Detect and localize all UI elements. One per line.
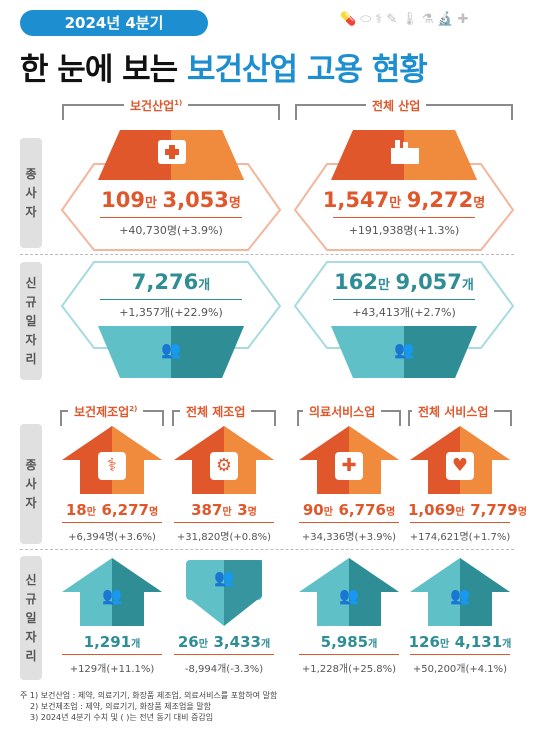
new-jobs-value: 126만 4,131개 xyxy=(408,633,512,651)
employees-change: +6,394명(+3.6%) xyxy=(68,532,156,543)
all-employees-change: +191,938명(+1.3%) xyxy=(348,224,460,237)
underline xyxy=(299,654,399,655)
employees-change: +34,336명(+3.9%) xyxy=(301,532,397,543)
up-arrow-shape xyxy=(62,558,162,626)
factory-icon xyxy=(391,138,419,166)
divider xyxy=(20,549,514,550)
all-new-jobs-change: +43,413개(+2.7%) xyxy=(352,306,456,319)
label-all-services: 전체 서비스업 xyxy=(412,403,495,420)
underline xyxy=(100,217,242,218)
people-network-icon: 👥 xyxy=(214,568,234,587)
hex-frame xyxy=(60,261,282,378)
people-network-icon: 👥 xyxy=(161,340,181,359)
people-network-icon: 👥 xyxy=(102,586,122,605)
medical-tools-icon: ⚕ xyxy=(98,452,126,480)
footnote-2: 2) 보건제조업 : 제약, 의료기기, 화장품 제조업을 말함 xyxy=(30,702,211,711)
new-jobs-value: 5,985개 xyxy=(320,633,378,651)
mortar-icon: ⚗ xyxy=(421,12,434,27)
health-new-jobs-value: 7,276개 xyxy=(131,270,211,294)
caregiver-icon: ♥ xyxy=(446,452,474,480)
new-jobs-value: 1,291개 xyxy=(83,633,141,651)
new-jobs-change: +129개(+11.1%) xyxy=(69,664,155,675)
health-employees-value: 109만 3,053명 xyxy=(101,188,241,212)
doctor-icon: ✚ xyxy=(335,452,363,480)
new-jobs-change: +1,228개(+25.8%) xyxy=(301,664,397,675)
label-all-industry: 전체 산업 xyxy=(366,97,427,114)
card-new-jobs-3: 👥 126만 4,131개 +50,200개(+4.1%) xyxy=(408,556,512,680)
up-arrow-shape xyxy=(299,558,399,626)
label-medical-services: 의료서비스업 xyxy=(303,403,382,420)
new-jobs-change: +50,200개(+4.1%) xyxy=(412,664,508,675)
new-jobs-value: 26만 3,433개 xyxy=(177,633,271,651)
card-employees-1: ⚙ 387만 3명 +31,820명(+0.8%) xyxy=(172,424,276,546)
underline xyxy=(410,654,510,655)
people-network-icon: 👥 xyxy=(394,340,414,359)
first-aid-kit-icon xyxy=(158,140,186,164)
label-health-industry: 보건산업1) xyxy=(124,97,189,114)
employees-value: 90만 6,776명 xyxy=(302,501,396,519)
hex-frame xyxy=(293,130,515,251)
underline xyxy=(174,654,274,655)
all-employees-value: 1,547만 9,272명 xyxy=(322,188,486,212)
people-network-icon: 👥 xyxy=(450,586,470,605)
page-title: 한 눈에 보는 보건산업 고용 현황 xyxy=(20,44,520,89)
underline xyxy=(410,522,510,523)
hex-frame xyxy=(293,261,515,378)
stethoscope-icon: ⚕ xyxy=(375,12,383,27)
card-new-jobs-2: 👥 5,985개 +1,228개(+25.8%) xyxy=(297,556,401,680)
underline xyxy=(62,522,162,523)
label-health-manufacturing: 보건제조업2) xyxy=(68,403,144,420)
card-new-jobs-1: 👥 26만 3,433개 -8,994개(-3.3%) xyxy=(172,556,276,680)
employees-value: 387만 3명 xyxy=(191,501,257,519)
footnote-3: 3) 2024년 4분기 수치 및 ( )는 전년 동기 대비 증감임 xyxy=(30,713,214,722)
employees-value: 1,069만 7,779명 xyxy=(408,501,527,519)
underline xyxy=(299,522,399,523)
card-new-jobs-0: 👥 1,291개 +129개(+11.1%) xyxy=(60,556,164,680)
card-employees-2: ✚ 90만 6,776명 +34,336명(+3.9%) xyxy=(297,424,401,546)
factory-worker-icon: ⚙ xyxy=(210,452,238,480)
down-arrow-shape xyxy=(186,560,262,626)
employees-change: +174,621명(+1.7%) xyxy=(409,532,511,543)
syringe-icon: ✎ xyxy=(386,12,398,27)
page-title-part2: 보건산업 고용 현황 xyxy=(186,52,428,88)
capsule-icon: ⬭ xyxy=(360,12,372,27)
health-new-jobs-change: +1,357개(+22.9%) xyxy=(119,306,223,319)
hex-frame xyxy=(60,130,282,251)
thermometer-icon: 🌡 xyxy=(401,12,418,27)
people-network-icon: 👥 xyxy=(339,586,359,605)
employees-value: 18만 6,277명 xyxy=(65,501,159,519)
card-health-employees: 109만 3,053명 +40,730명(+3.9%) xyxy=(58,124,284,254)
quarter-badge: 2024년 4분기 xyxy=(20,10,208,36)
page-title-part1: 한 눈에 보는 xyxy=(20,52,178,88)
underline xyxy=(333,217,475,218)
health-employees-change: +40,730명(+3.9%) xyxy=(119,224,223,237)
new-jobs-change: -8,994개(-3.3%) xyxy=(184,664,264,675)
header-icon-strip: 💊 ⬭ ⚕ ✎ 🌡 ⚗ 🔬 ✚ xyxy=(340,12,520,34)
up-arrow-shape xyxy=(410,558,510,626)
card-all-new-jobs: 👥 162만 9,057개 +43,413개(+2.7%) xyxy=(291,258,517,382)
employees-change: +31,820명(+0.8%) xyxy=(176,532,272,543)
card-employees-3: ♥ 1,069만 7,779명 +174,621명(+1.7%) xyxy=(408,424,527,546)
footnote-1: 주 1) 보건산업 : 제약, 의료기기, 화장품 제조업, 의료서비스를 포함… xyxy=(20,691,278,700)
underline xyxy=(62,654,162,655)
card-health-new-jobs: 👥 7,276개 +1,357개(+22.9%) xyxy=(58,258,284,382)
underline xyxy=(100,299,242,300)
card-all-employees: 1,547만 9,272명 +191,938명(+1.3%) xyxy=(291,124,517,254)
bandage-icon: ✚ xyxy=(457,12,469,27)
card-employees-0: ⚕ 18만 6,277명 +6,394명(+3.6%) xyxy=(60,424,164,546)
all-new-jobs-value: 162만 9,057개 xyxy=(334,270,474,294)
underline xyxy=(174,522,274,523)
microscope-icon: 🔬 xyxy=(437,12,454,27)
underline xyxy=(333,299,475,300)
label-all-manufacturing: 전체 제조업 xyxy=(180,403,252,420)
pill-icon: 💊 xyxy=(340,12,357,27)
divider xyxy=(20,254,514,255)
